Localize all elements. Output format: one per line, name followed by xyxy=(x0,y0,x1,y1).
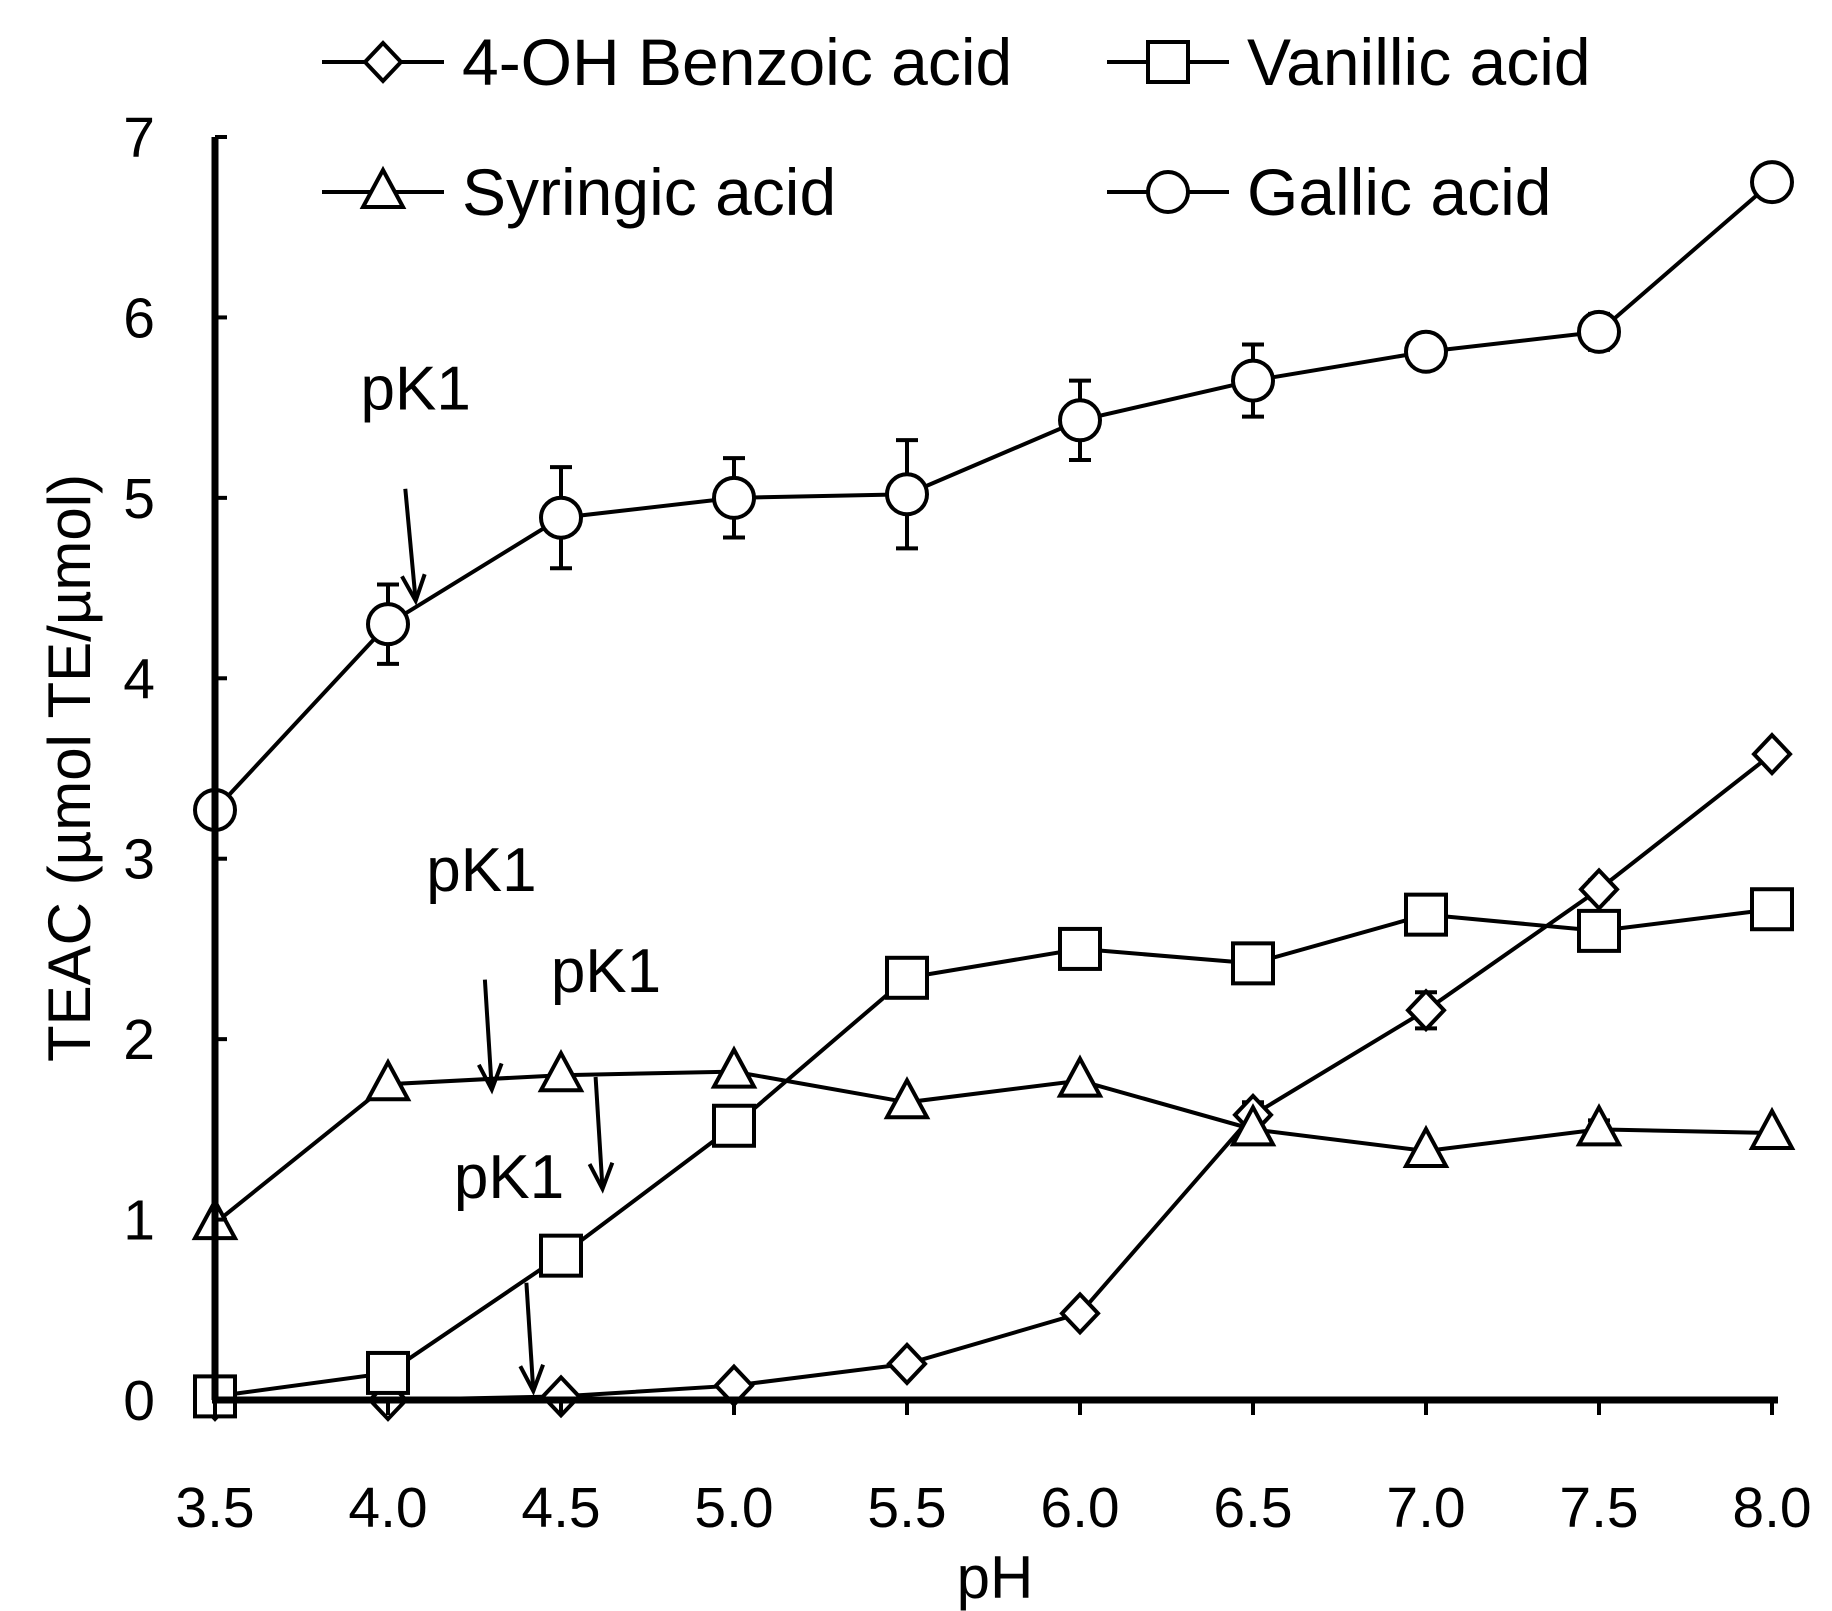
series-layer xyxy=(191,160,1796,1422)
legend-item: Syringic acid xyxy=(322,155,836,229)
data-point xyxy=(886,1342,928,1386)
legend-item: Vanillic acid xyxy=(1107,25,1591,99)
data-point xyxy=(366,1350,410,1395)
y-tick-label: 4 xyxy=(123,647,155,711)
x-tick-label: 7.5 xyxy=(1559,1476,1638,1540)
data-point xyxy=(712,1103,756,1148)
series-circle xyxy=(193,160,1794,832)
x-tick-label: 4.5 xyxy=(521,1476,600,1540)
data-point xyxy=(1231,941,1275,986)
data-point xyxy=(539,1233,583,1278)
y-axis-title: TEAC (µmol TE/µmol) xyxy=(36,474,103,1062)
annotation-arrow-head xyxy=(400,573,427,606)
legend-label: 4-OH Benzoic acid xyxy=(462,25,1012,99)
x-tick-label: 5.5 xyxy=(867,1476,946,1540)
x-tick-label: 6.5 xyxy=(1213,1476,1292,1540)
series-line xyxy=(214,907,1773,1399)
series-line xyxy=(213,1069,1773,1225)
data-point xyxy=(1748,1106,1796,1150)
annotation-arrow-shaft xyxy=(482,979,494,1090)
series-square xyxy=(193,887,1794,1419)
data-point xyxy=(885,955,929,1000)
pk1-annotation: pK1 xyxy=(454,1143,564,1396)
data-point xyxy=(1059,1291,1101,1336)
y-tick-label: 5 xyxy=(123,467,155,531)
data-point xyxy=(1577,309,1621,354)
data-point xyxy=(1751,732,1793,776)
pk1-annotation: pK1 xyxy=(361,354,471,606)
annotation-arrow-shaft xyxy=(593,1076,605,1190)
annotation-arrow-head xyxy=(518,1364,545,1396)
y-tick-label: 6 xyxy=(123,286,155,350)
data-point xyxy=(539,495,583,540)
data-point xyxy=(1578,867,1620,912)
y-tick-label: 3 xyxy=(123,828,155,892)
data-point xyxy=(1404,892,1448,937)
legend-label: Syringic acid xyxy=(462,155,836,229)
data-point xyxy=(1405,988,1447,1033)
legend-marker xyxy=(1146,40,1190,84)
data-point xyxy=(885,472,929,517)
legend-marker xyxy=(359,165,407,209)
legend-label: Vanillic acid xyxy=(1247,25,1591,99)
annotation-arrow-shaft xyxy=(403,488,418,601)
data-point xyxy=(1231,358,1275,403)
legend-marker xyxy=(1146,170,1190,214)
data-point xyxy=(364,1058,412,1102)
data-point xyxy=(1575,1103,1623,1147)
data-point xyxy=(710,1045,758,1089)
data-point xyxy=(1056,1054,1104,1098)
x-tick-label: 4.0 xyxy=(348,1476,427,1540)
annotation-arrow-head xyxy=(587,1161,615,1194)
annotation-label: pK1 xyxy=(426,836,536,905)
y-tick-label: 0 xyxy=(123,1369,155,1433)
data-point xyxy=(537,1049,585,1093)
axes xyxy=(211,137,1778,1404)
annotation-label: pK1 xyxy=(361,354,471,423)
y-tick-label: 7 xyxy=(123,106,155,170)
data-point xyxy=(1577,908,1621,953)
data-point xyxy=(1058,926,1102,971)
series-triangle xyxy=(191,1045,1796,1241)
annotation-label: pK1 xyxy=(551,937,661,1006)
data-point xyxy=(1402,1124,1450,1169)
data-point xyxy=(1229,1103,1277,1147)
legend-item: 4-OH Benzoic acid xyxy=(322,25,1012,99)
data-point xyxy=(540,1374,582,1419)
legend-marker xyxy=(362,40,404,84)
x-tick-label: 5.0 xyxy=(694,1476,773,1540)
legend-item: Gallic acid xyxy=(1107,155,1551,229)
annotation-label: pK1 xyxy=(454,1143,564,1212)
pk1-annotation: pK1 xyxy=(551,937,661,1194)
data-point xyxy=(366,602,410,647)
y-tick-label: 1 xyxy=(123,1189,155,1253)
data-point xyxy=(1750,887,1794,932)
annotation-arrow-shaft xyxy=(524,1282,536,1392)
x-tick-label: 3.5 xyxy=(175,1476,254,1540)
data-point xyxy=(1058,398,1102,443)
x-tick-label: 6.0 xyxy=(1040,1476,1119,1540)
y-tick-label: 2 xyxy=(123,1008,155,1072)
data-point xyxy=(712,475,756,520)
x-tick-label: 7.0 xyxy=(1386,1476,1465,1540)
x-tick-label: 8.0 xyxy=(1732,1476,1811,1540)
annotation-arrow-head xyxy=(477,1062,504,1095)
legend: 4-OH Benzoic acid Vanillic acid Syringic a… xyxy=(322,25,1591,229)
legend-label: Gallic acid xyxy=(1247,155,1551,229)
pk1-annotation: pK1 xyxy=(426,836,537,1095)
series-line xyxy=(213,180,1774,812)
data-point xyxy=(883,1076,931,1120)
data-point xyxy=(1750,160,1794,205)
data-point xyxy=(1404,329,1448,374)
tick-layer: 0 1 2 3 4 5 6 7 3.5 4.0 4.5 5.0 5.5 6.0 6.5 7.0 7.5 8.0 xyxy=(123,106,1811,1540)
x-axis-title: pH xyxy=(957,1544,1034,1611)
